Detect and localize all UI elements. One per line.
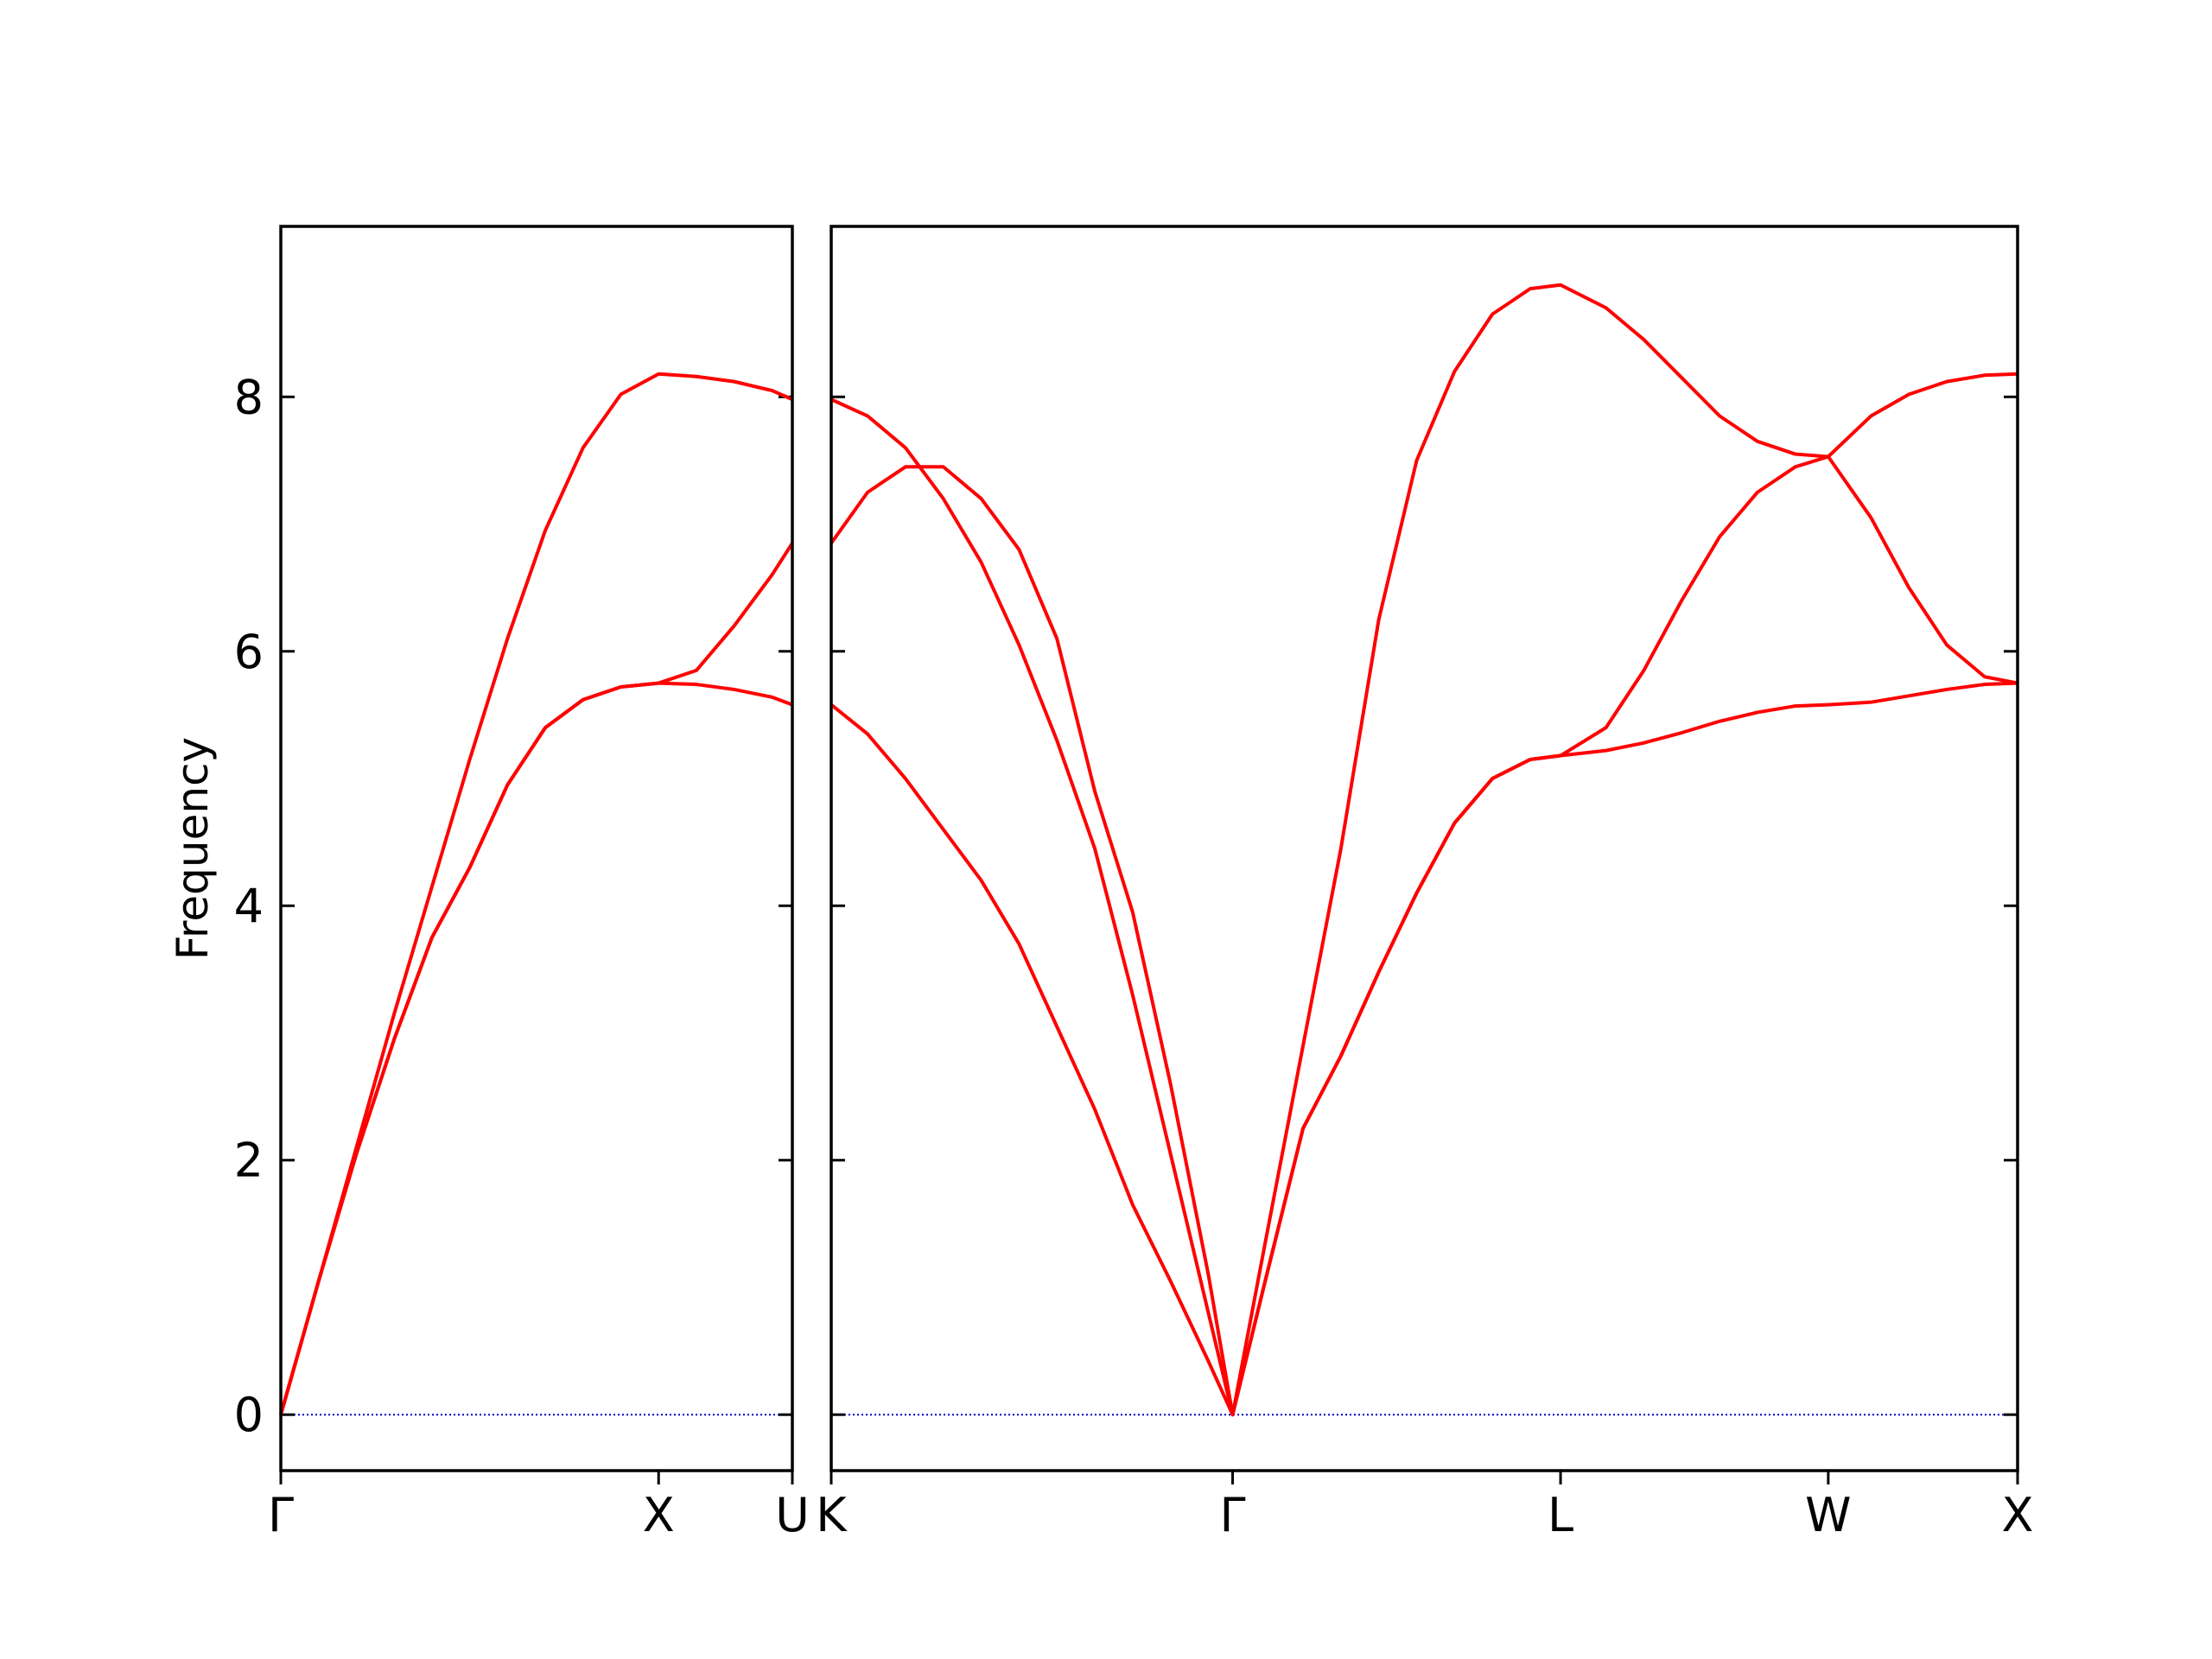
x-tick-label: L xyxy=(1548,1488,1573,1542)
y-tick-label: 2 xyxy=(234,1134,264,1188)
x-tick-label: W xyxy=(1805,1488,1851,1542)
band-line xyxy=(830,283,2018,1417)
y-tick-label: 0 xyxy=(234,1388,264,1442)
y-tick-label: 4 xyxy=(234,879,264,933)
band-line xyxy=(279,372,793,1415)
band-line xyxy=(279,681,793,1415)
x-tick-label: X xyxy=(643,1488,675,1542)
x-tick-label: U xyxy=(775,1488,810,1542)
plot-frame xyxy=(830,225,2019,1472)
band-line xyxy=(830,681,2018,1417)
x-tick-label: Γ xyxy=(268,1488,294,1542)
band-line xyxy=(279,542,794,1415)
y-tick-label: 8 xyxy=(234,370,264,424)
x-tick-label: X xyxy=(2002,1488,2034,1542)
x-tick-label: K xyxy=(816,1488,848,1542)
y-tick-label: 6 xyxy=(234,625,264,679)
plot-frame xyxy=(279,225,794,1472)
band-line xyxy=(830,454,2018,1417)
x-tick-label: Γ xyxy=(1219,1488,1245,1542)
y-axis-label: Frequency xyxy=(168,737,218,960)
